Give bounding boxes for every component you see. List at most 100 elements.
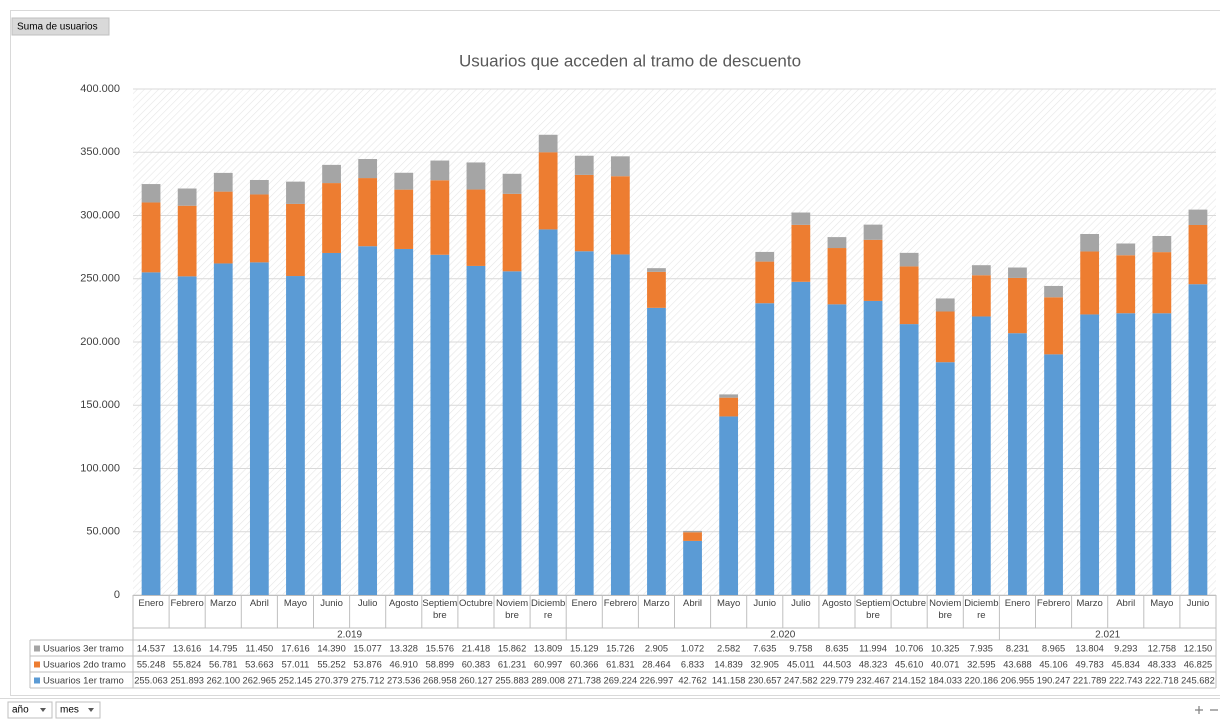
category-label: Octubre [459,598,493,609]
bar-segment [1008,277,1027,334]
table-value: 42.762 [678,675,706,685]
category-label: Diciembre [530,598,566,621]
bar-segment [502,193,522,272]
table-value: 222.743 [1109,675,1143,685]
table-value: 46.910 [390,659,418,669]
table-value: 8.635 [825,643,848,653]
bar-segment [971,275,991,317]
legend-label: Usuarios 2do tramo [43,660,126,671]
bar-segment [430,254,450,595]
x-tick-label: Marzo [643,598,670,609]
bar-segment [1008,267,1027,278]
bar-segment [358,158,378,179]
filter-button[interactable] [7,701,53,719]
bar-segment [899,324,919,595]
table-value: 273.536 [387,675,421,685]
field-button[interactable] [11,17,110,36]
table-value: 14.537 [137,643,165,653]
bar-segment [213,191,233,264]
table-value: 15.726 [606,643,634,653]
bar-segment [286,181,305,204]
table-value: 15.077 [353,643,381,653]
table-value: 15.129 [570,643,598,653]
legend-key [34,645,40,652]
table-value: 44.503 [823,659,851,669]
bar-segment [141,272,161,595]
table-value: 60.383 [462,659,490,669]
table-value: 48.323 [859,659,887,669]
x-tick-label: Agosto [822,598,852,609]
bar-segment [1044,297,1063,355]
table-value: 289.008 [531,675,565,685]
category-label: Febrero [603,598,637,609]
x-tick-label: Abril [249,598,269,609]
x-tick-label: Septiembre [856,598,891,621]
category-label: Noviembre [929,598,962,621]
x-tick-label: Diciembre [530,598,566,621]
x-tick-label: Febrero [1037,598,1070,609]
table-value: 10.325 [931,643,959,653]
table-value: 49.783 [1075,659,1103,669]
table-value: 46.825 [1184,659,1212,669]
bar-segment [322,252,341,595]
category-label: Marzo [643,598,670,609]
category-label: Marzo [1076,598,1103,609]
y-tick-label: 300.000 [80,209,120,221]
filter-label[interactable]: mes [60,705,79,716]
category-label: Abril [249,598,269,609]
bar-segment [1008,333,1027,595]
year-label: 2.020 [770,630,795,641]
bar-segment [574,155,594,175]
y-tick-label: 50.000 [86,526,120,538]
table-value: 45.011 [787,659,815,669]
zoom-icons[interactable] [1195,706,1218,714]
table-value: 229.779 [820,675,854,685]
table-value: 17.616 [281,643,309,653]
table-value: 15.576 [426,643,454,653]
bar-segment [430,180,450,255]
bar-segment [791,212,811,225]
table-value: 60.366 [570,659,598,669]
category-label: Agosto [388,598,419,609]
bar-segment [1116,255,1136,314]
bar-segment [647,271,666,308]
bar-segment [249,194,269,263]
bar-segment [683,540,702,595]
table-value: 255.883 [495,675,529,685]
bar-segment [502,271,522,595]
table-value: 58.899 [426,659,454,669]
table-value: 13.804 [1075,643,1103,653]
bar-segment [286,203,305,277]
table-value: 40.071 [931,659,959,669]
category-label: Enero [138,598,164,609]
bar-segment [755,261,775,304]
bar-segment [141,202,161,273]
x-tick-label: Marzo [210,598,236,609]
table-value: 14.839 [714,659,742,669]
table-value: 45.834 [1112,659,1140,669]
category-label: Septiembre [422,598,458,621]
bar-segment [647,268,666,272]
field-button-label[interactable]: Suma de usuarios [17,22,98,33]
bar-segment [213,263,233,595]
table-value: 13.328 [390,643,418,653]
x-tick-label: Agosto [388,598,419,609]
table-value: 57.011 [282,659,310,669]
category-label: Enero [1004,598,1031,609]
bar-segment [177,205,197,277]
category-label: Octubre [892,598,927,609]
x-tick-label: Marzo [1076,598,1103,609]
table-value: 255.063 [134,675,168,685]
table-value: 7.935 [970,643,993,653]
x-tick-label: Mayo [284,598,307,609]
filter-button[interactable] [55,701,101,719]
table-value: 275.712 [351,675,385,685]
category-label: Agosto [822,598,852,609]
bar-segment [1080,251,1100,315]
filter-label[interactable]: año [12,705,29,716]
bar-segment [1116,243,1136,256]
bar-segment [538,134,558,153]
x-tick-label: Febrero [171,598,204,609]
table-value: 184.033 [928,675,962,685]
